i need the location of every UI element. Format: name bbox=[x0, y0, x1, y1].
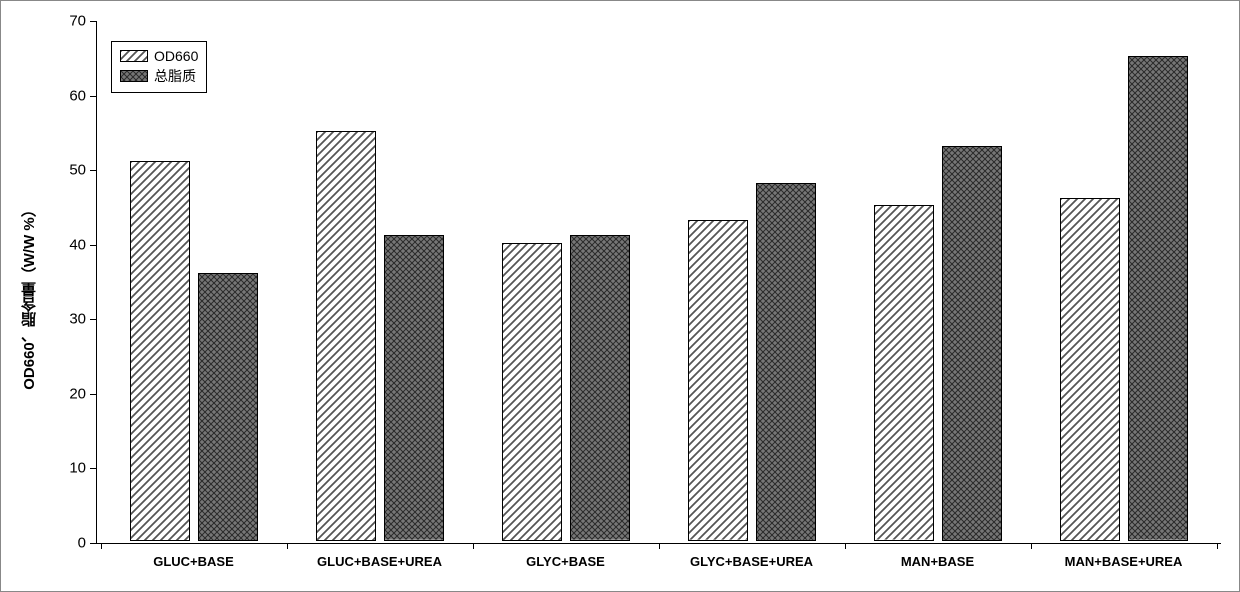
bar bbox=[502, 243, 562, 541]
bar bbox=[570, 235, 630, 541]
y-tick-label: 50 bbox=[56, 162, 86, 179]
y-tick-label: 70 bbox=[56, 13, 86, 30]
y-axis-label: OD660、脂含量（W/W %） bbox=[19, 202, 40, 390]
bar bbox=[688, 220, 748, 541]
bar bbox=[756, 183, 816, 541]
x-tick-label: MAN+BASE bbox=[901, 554, 974, 569]
legend-swatch bbox=[120, 70, 148, 82]
y-tick-label: 20 bbox=[56, 385, 86, 402]
bar bbox=[316, 131, 376, 541]
bar bbox=[198, 273, 258, 541]
x-tick-label: GLUC+BASE bbox=[153, 554, 234, 569]
x-tick-mark bbox=[1217, 543, 1218, 549]
y-axis-line bbox=[96, 21, 97, 543]
y-tick-label: 60 bbox=[56, 87, 86, 104]
bar bbox=[942, 146, 1002, 541]
x-tick-mark bbox=[845, 543, 846, 549]
y-tick-label: 10 bbox=[56, 460, 86, 477]
x-tick-label: GLYC+BASE bbox=[526, 554, 605, 569]
legend-swatch bbox=[120, 50, 148, 62]
bar bbox=[1128, 56, 1188, 541]
bar bbox=[130, 161, 190, 541]
bar bbox=[384, 235, 444, 541]
x-tick-label: MAN+BASE+UREA bbox=[1065, 554, 1183, 569]
y-tick-label: 40 bbox=[56, 236, 86, 253]
legend: OD660 总脂质 bbox=[111, 41, 207, 93]
bar bbox=[874, 205, 934, 541]
chart-container: OD660、脂含量（W/W %） OD660 总脂质 0 10 20 30 40 50 60 7… bbox=[0, 0, 1240, 592]
y-tick-label: 0 bbox=[56, 535, 86, 552]
x-tick-mark bbox=[101, 543, 102, 549]
x-tick-mark bbox=[473, 543, 474, 549]
x-tick-mark bbox=[659, 543, 660, 549]
x-tick-mark bbox=[287, 543, 288, 549]
plot-area bbox=[96, 21, 1219, 541]
x-tick-label: GLUC+BASE+UREA bbox=[317, 554, 442, 569]
y-tick-label: 30 bbox=[56, 311, 86, 328]
x-tick-mark bbox=[1031, 543, 1032, 549]
legend-label: OD660 bbox=[154, 48, 198, 64]
x-tick-label: GLYC+BASE+UREA bbox=[690, 554, 813, 569]
legend-item: 总脂质 bbox=[120, 66, 198, 86]
legend-label: 总脂质 bbox=[154, 66, 196, 86]
bar bbox=[1060, 198, 1120, 541]
legend-item: OD660 bbox=[120, 48, 198, 64]
